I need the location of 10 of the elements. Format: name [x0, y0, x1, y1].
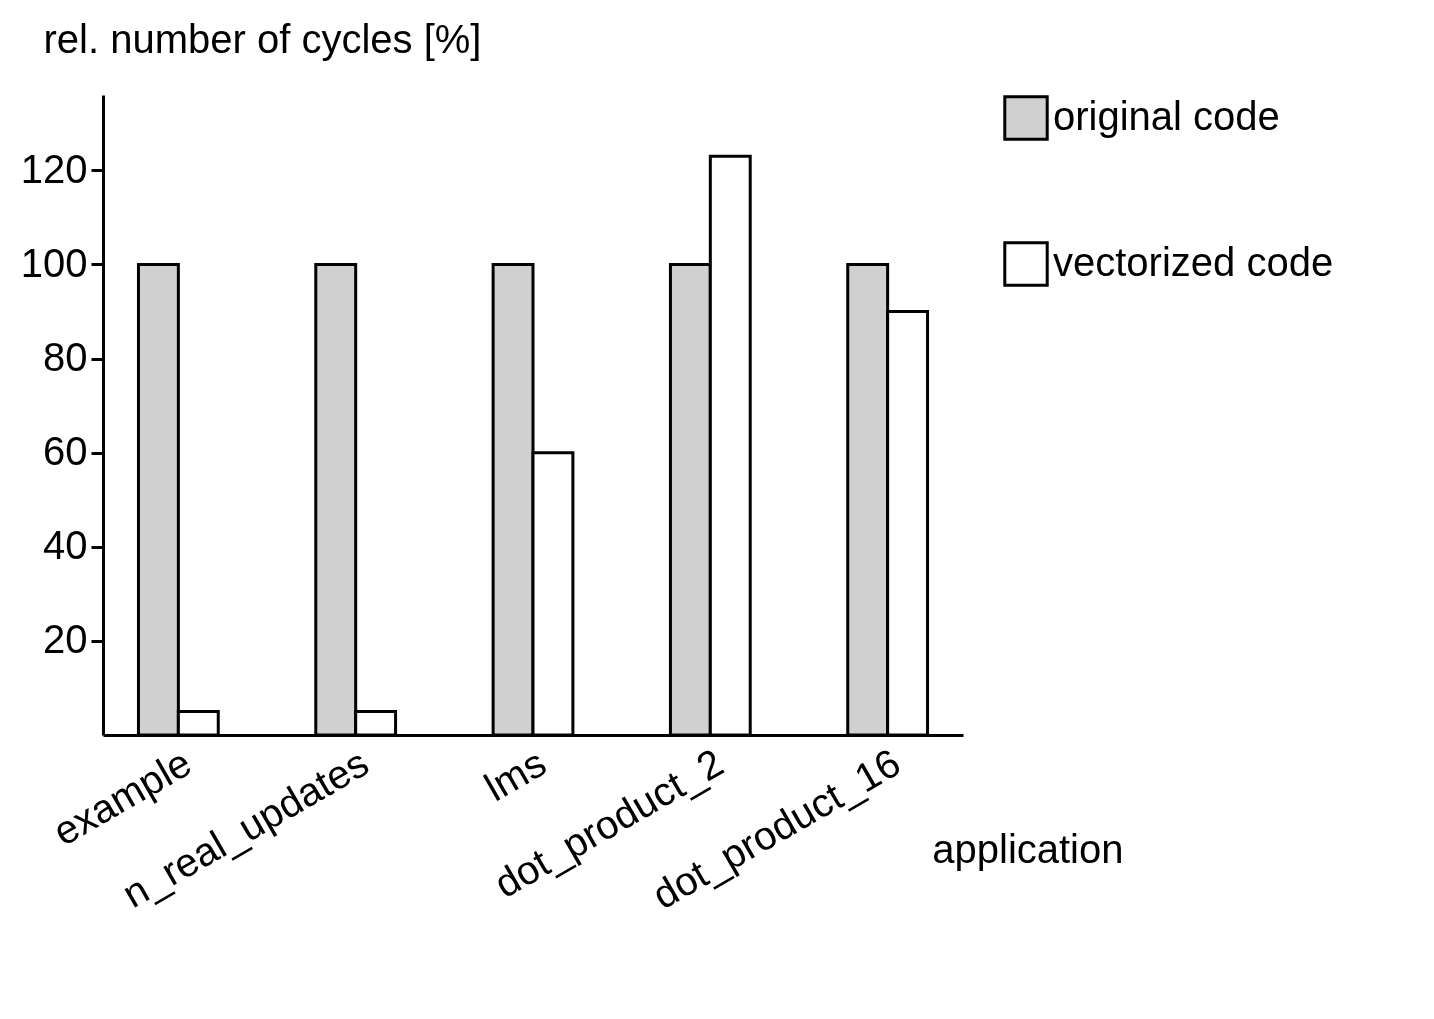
- y-tick-label: 120: [20, 146, 88, 191]
- y-tick-label: 20: [43, 617, 88, 662]
- y-tick-label: 60: [43, 429, 88, 474]
- x-axis-title: application: [932, 826, 1124, 871]
- y-tick-label: 40: [43, 523, 88, 568]
- legend-label: vectorized code: [1053, 240, 1334, 284]
- y-tick-label: 80: [43, 335, 88, 380]
- y-tick-label: 100: [20, 240, 88, 285]
- y-axis-title: rel. number of cycles [%]: [43, 16, 482, 61]
- legend-label: original code: [1053, 94, 1280, 138]
